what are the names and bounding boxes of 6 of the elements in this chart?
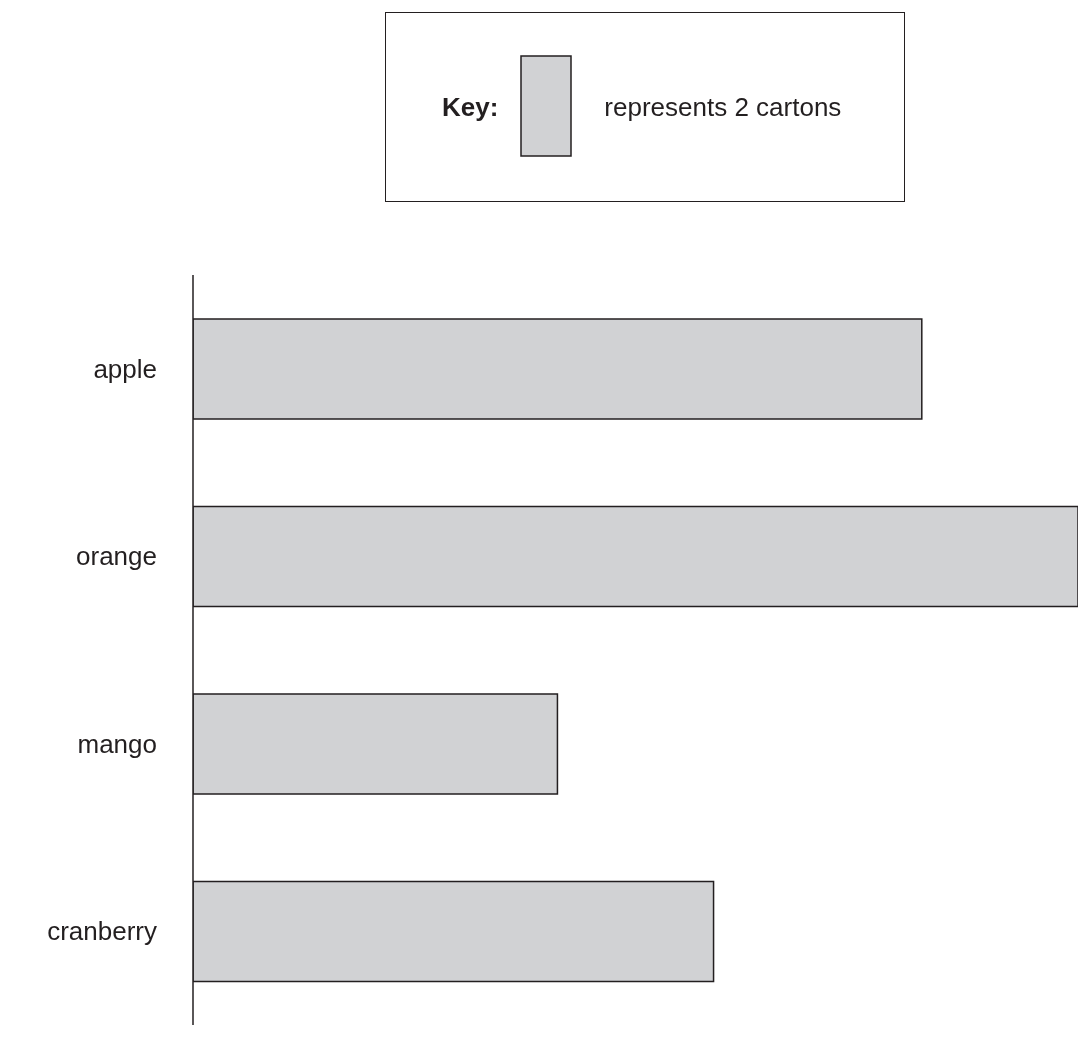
- text: represents 2 cartons: [604, 91, 842, 123]
- y-tick-label: orange: [76, 541, 157, 572]
- text: Key:: [442, 91, 499, 123]
- y-tick-label: mango: [77, 728, 157, 759]
- y-tick-label: apple: [93, 353, 157, 384]
- y-tick-label: cranberry: [47, 916, 157, 947]
